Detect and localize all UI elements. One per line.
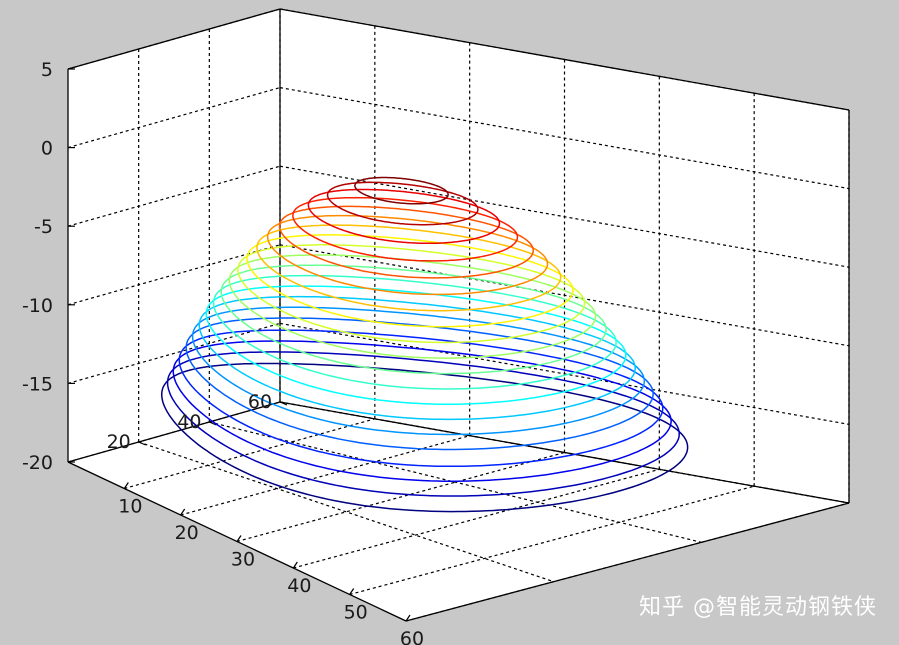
grid-line — [67, 244, 281, 306]
y-tick-label: 40 — [177, 411, 201, 433]
axis-edge — [279, 401, 850, 504]
grid-line — [180, 435, 470, 516]
contour-line — [266, 214, 549, 296]
y-tick-label: 20 — [107, 431, 131, 453]
grid-line — [279, 87, 850, 190]
x-tick-mark — [123, 482, 129, 489]
back-left-panel — [68, 9, 280, 462]
watermark: 知乎 @智能灵动钢铁侠 — [639, 595, 877, 620]
axis-edge — [67, 401, 281, 463]
grid-line — [279, 244, 850, 347]
x-tick-mark — [349, 588, 355, 595]
x-tick-mark — [236, 535, 242, 542]
contour-line — [166, 351, 680, 497]
contour-line — [354, 176, 449, 205]
grid-line — [209, 421, 702, 543]
grid-line — [124, 418, 375, 490]
x-tick-label: 30 — [231, 549, 255, 571]
z-tick-label: -20 — [22, 452, 53, 474]
z-tick-label: -10 — [22, 295, 53, 317]
y-tick-label: 60 — [248, 391, 272, 413]
contour-line — [191, 306, 646, 436]
axis-edge — [67, 8, 281, 70]
contour-lines — [160, 176, 689, 513]
contour-line — [185, 317, 654, 451]
back-right-panel — [280, 9, 849, 503]
grid-line — [67, 322, 281, 384]
y-tick-mark — [279, 401, 288, 406]
z-tick-label: 5 — [41, 59, 53, 81]
contour-line — [228, 254, 597, 359]
z-tick-label: -15 — [22, 373, 53, 395]
grid-line — [236, 451, 565, 543]
contour-line — [278, 205, 534, 279]
contour-line — [160, 362, 689, 513]
x-tick-label: 50 — [344, 602, 368, 624]
y-tick-mark — [138, 441, 146, 446]
x-tick-label: 40 — [287, 575, 311, 597]
contour-line — [212, 274, 617, 390]
axis-edge — [405, 502, 850, 622]
grid-line — [279, 322, 850, 425]
axes-edges — [67, 8, 850, 622]
grid-line — [138, 441, 554, 583]
contour-line — [172, 340, 672, 482]
contour-line — [178, 329, 664, 468]
contour-line — [326, 181, 479, 226]
contour-line — [220, 264, 607, 375]
contour-line — [307, 188, 501, 245]
grid-line — [67, 87, 281, 149]
contour-line — [237, 244, 586, 344]
z-tick-label: 0 — [41, 138, 53, 160]
grid-line — [349, 485, 755, 596]
x-tick-label: 20 — [175, 522, 199, 544]
x-tick-mark — [180, 508, 186, 516]
x-tick-mark — [405, 614, 411, 622]
y-tick-mark — [209, 421, 217, 426]
z-tick-label: -5 — [34, 216, 53, 238]
grid-line — [67, 165, 281, 227]
x-tick-label: 10 — [118, 496, 142, 518]
axis-edge — [279, 8, 850, 111]
x-tick-label: 60 — [400, 628, 424, 645]
x-tick-mark — [292, 561, 298, 569]
